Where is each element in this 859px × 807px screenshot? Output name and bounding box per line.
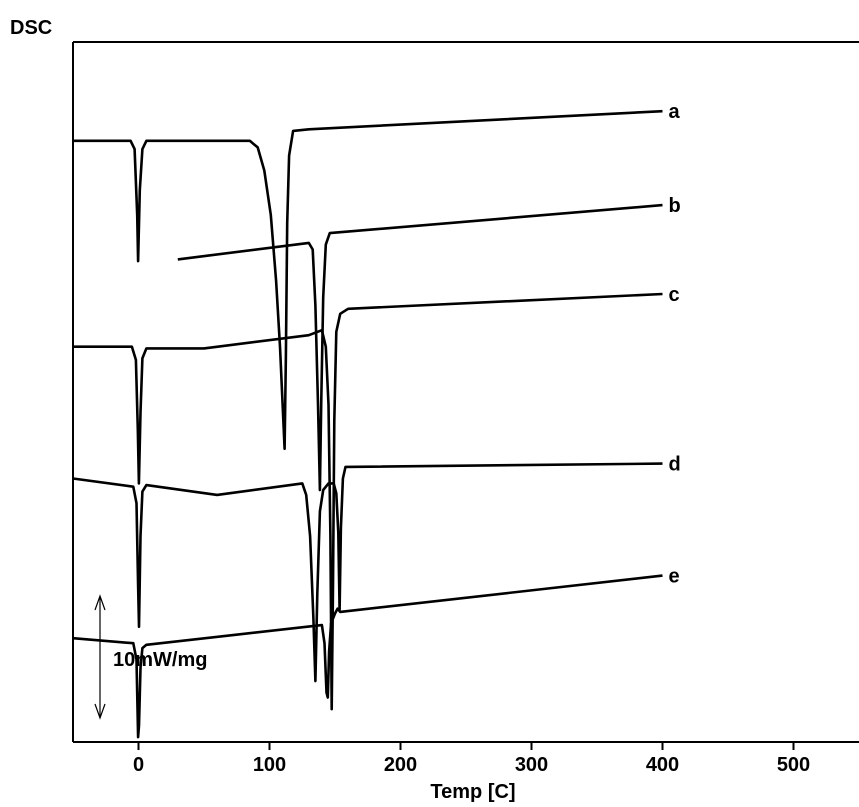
series-line-a <box>73 109 663 451</box>
series-label-e: e <box>669 566 680 588</box>
series-line-b <box>177 203 663 492</box>
series-layer: a b c d e <box>72 101 681 739</box>
series-line-c <box>73 292 663 711</box>
x-axis-label: Temp [C] <box>430 781 515 803</box>
x-tick-label: 500 <box>777 754 810 776</box>
series-label-c: c <box>669 284 680 306</box>
series-label-b: b <box>669 195 681 217</box>
series-label-a: a <box>669 101 681 123</box>
series-line-e <box>72 574 663 739</box>
scale-bar-arrow-up-icon <box>94 594 106 611</box>
x-tick-label: 200 <box>384 754 417 776</box>
x-axis-ticks: 0 100 200 300 400 500 <box>133 742 810 776</box>
x-tick-label: 100 <box>253 754 286 776</box>
x-tick-label: 400 <box>646 754 679 776</box>
series-label-d: d <box>669 454 681 476</box>
scale-bar: 10mW/mg <box>94 594 207 720</box>
x-tick-label: 300 <box>515 754 548 776</box>
x-tick-label: 0 <box>133 754 144 776</box>
y-axis-label: DSC <box>10 17 52 39</box>
scale-bar-arrow-down-icon <box>94 703 106 720</box>
scale-bar-label: 10mW/mg <box>113 649 207 671</box>
series-line-d <box>72 462 663 683</box>
